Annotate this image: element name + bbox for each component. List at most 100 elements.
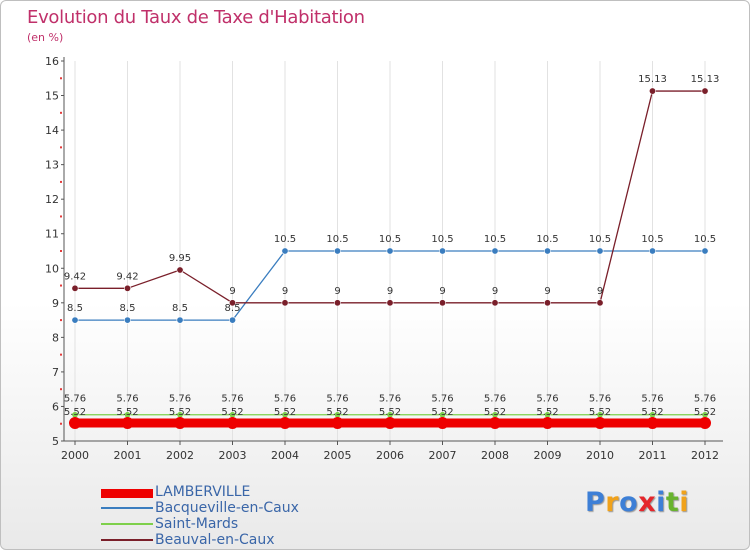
data-label-1-2004: 10.5: [274, 234, 296, 245]
series-0-point-2003: [226, 417, 239, 430]
y-tick-label-15: 15: [45, 90, 59, 103]
y-tick-label-5: 5: [52, 435, 59, 448]
x-tick-label-2002: 2002: [166, 449, 194, 462]
y-tick-label-7: 7: [52, 366, 59, 379]
x-tick-label-2001: 2001: [114, 449, 142, 462]
y-minor-tick-8: [60, 319, 62, 322]
y-minor-tick-12: [60, 180, 62, 183]
series-1-point-2007: [438, 247, 446, 255]
series-1-point-2011: [648, 247, 656, 255]
axes: 5 6 7 8 9 10 11 12 13 14 15 16 2000 2001 2002 2003 2004 2…: [45, 55, 723, 462]
x-tick-label-2011: 2011: [639, 449, 667, 462]
data-label-1-2011: 10.5: [641, 234, 663, 245]
data-label-2-2002: 5.76: [169, 394, 191, 405]
series-3-point-2008: [491, 299, 499, 307]
y-minor-tick-6: [60, 388, 62, 391]
x-tick-label-2008: 2008: [481, 449, 509, 462]
y-tick-label-13: 13: [45, 159, 59, 172]
data-label-2-2008: 5.76: [484, 394, 506, 405]
series-1-point-2008: [491, 247, 499, 255]
series-0-point-2004: [279, 417, 291, 430]
y-tick-label-12: 12: [45, 193, 59, 206]
series-1-point-2001: [124, 316, 132, 324]
logo-letter-3: x: [638, 487, 657, 518]
data-label-2-2010: 5.76: [589, 394, 611, 405]
logo-letter-6: i: [679, 487, 690, 518]
y-minor-tick-7: [60, 353, 62, 356]
data-label-0-2006: 5.52: [379, 407, 401, 418]
legend-label-saint-mards: Saint-Mards: [155, 516, 239, 532]
legend-label-bacqueville: Bacqueville-en-Caux: [155, 500, 299, 516]
data-label-1-2009: 10.5: [536, 234, 558, 245]
logo-letter-0: P: [585, 487, 606, 518]
y-minor-tick-11: [60, 215, 62, 218]
legend-label-beauval: Beauval-en-Caux: [155, 532, 275, 548]
x-tick-label-2004: 2004: [271, 449, 299, 462]
data-label-1-2006: 10.5: [379, 234, 401, 245]
data-label-2-2004: 5.76: [274, 394, 296, 405]
y-tick-label-11: 11: [45, 228, 59, 241]
series-0-point-2000: [69, 417, 81, 430]
chart-subtitle: (en %): [27, 31, 64, 44]
data-label-0-2002: 5.52: [169, 407, 191, 418]
data-label-1-2008: 10.5: [484, 234, 506, 245]
data-label-3-2000: 9.42: [64, 271, 86, 282]
data-label-0-2000: 5.52: [64, 407, 86, 418]
data-label-1-2001: 8.5: [120, 303, 136, 314]
y-tick-label-6: 6: [52, 400, 59, 413]
data-label-3-2005: 9: [334, 286, 340, 297]
y-minor-tick-13: [60, 146, 62, 149]
data-label-1-2005: 10.5: [326, 234, 348, 245]
series-0-point-2007: [436, 417, 449, 430]
data-label-1-2010: 10.5: [589, 234, 611, 245]
series-0-point-2001: [121, 417, 134, 430]
series-3-point-2004: [281, 299, 289, 307]
series-1-point-2006: [386, 247, 394, 255]
data-label-3-2009: 9: [544, 286, 550, 297]
data-label-3-2007: 9: [439, 286, 445, 297]
data-label-0-2004: 5.52: [274, 407, 296, 418]
legend-label-lamberville: LAMBERVILLE: [155, 484, 251, 500]
data-label-1-2000: 8.5: [67, 303, 83, 314]
logo-letter-5: t: [665, 487, 680, 518]
series-3-point-2009: [543, 299, 551, 307]
legend-swatch-lamberville: [101, 489, 153, 498]
data-label-0-2003: 5.52: [221, 407, 243, 418]
legend-swatch-bacqueville: [101, 507, 153, 509]
y-minor-tick-14: [60, 111, 62, 114]
y-tick-label-9: 9: [52, 297, 59, 310]
data-label-1-2007: 10.5: [431, 234, 453, 245]
y-minor-tick-9: [60, 284, 62, 287]
series-1-point-2002: [176, 316, 184, 324]
data-label-3-2002: 9.95: [169, 253, 191, 264]
data-label-2-2005: 5.76: [326, 394, 348, 405]
series-0-point-2009: [541, 417, 554, 430]
data-label-2-2001: 5.76: [116, 394, 138, 405]
series-3-point-2006: [386, 299, 394, 307]
data-label-0-2005: 5.52: [326, 407, 348, 418]
y-tick-label-10: 10: [45, 262, 59, 275]
y-minor-tick-5: [60, 422, 62, 425]
data-label-3-2004: 9: [282, 286, 288, 297]
series-1-point-2000: [71, 316, 79, 324]
data-label-0-2011: 5.52: [641, 407, 663, 418]
data-label-0-2010: 5.52: [589, 407, 611, 418]
legend-swatch-saint-mards: [101, 523, 153, 525]
series-0-point-2012: [699, 417, 711, 430]
y-tick-label-14: 14: [45, 124, 59, 137]
data-label-3-2003: 9: [229, 286, 235, 297]
data-label-0-2009: 5.52: [536, 407, 558, 418]
data-label-1-2003: 8.5: [225, 303, 241, 314]
data-label-3-2006: 9: [387, 286, 393, 297]
series-0-point-2005: [331, 417, 344, 430]
data-labels: 5.52 5.52 5.52 5.52 5.52 5.52 5.52 5.52 5.52 5.52…: [64, 74, 719, 418]
series-1-point-2009: [543, 247, 551, 255]
data-label-2-2009: 5.76: [536, 394, 558, 405]
x-tick-label-2005: 2005: [324, 449, 352, 462]
series-0-point-2002: [174, 417, 186, 430]
series-1-point-2010: [596, 247, 604, 255]
series-3-point-2005: [333, 299, 341, 307]
x-tick-label-2009: 2009: [534, 449, 562, 462]
chart-title: Evolution du Taux de Taxe d'Habitation: [27, 7, 365, 28]
